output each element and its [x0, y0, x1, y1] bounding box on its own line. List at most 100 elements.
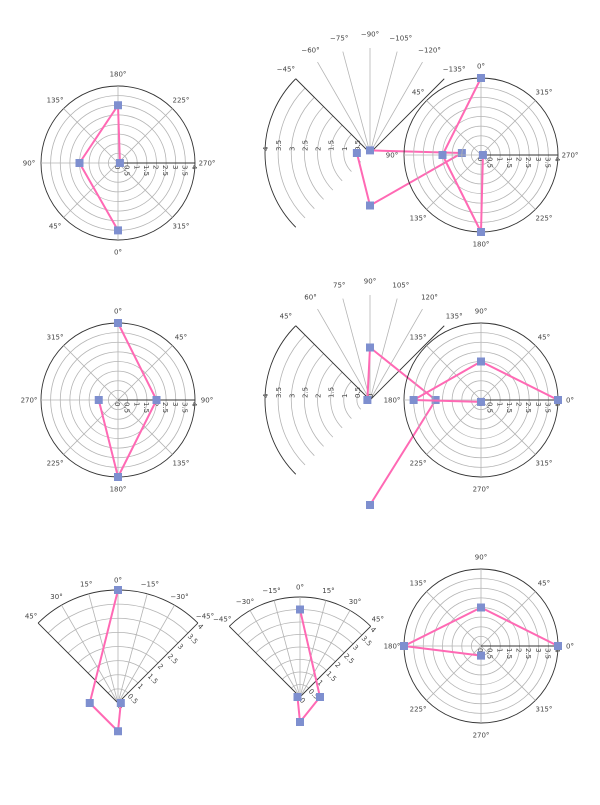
data-point-marker	[114, 586, 122, 594]
polar-panel-1: 0° 45° 90° 135° 180° 225° 270° 315° 0 0.5 1 1.5 2 2.5…	[23, 71, 216, 257]
radial-tick-label: 2	[515, 157, 523, 161]
radial-tick-label: 2.5	[166, 652, 180, 666]
angle-tick-label: 15°	[322, 587, 334, 595]
radial-tick-label: 1	[132, 402, 140, 406]
angle-tick-label: 315°	[535, 705, 552, 713]
angle-tick-label: 270°	[21, 397, 38, 405]
series-line	[355, 149, 463, 207]
angular-gridline	[117, 108, 173, 164]
radial-tick-label: 2.5	[161, 402, 169, 413]
radial-tick-label: 0	[113, 402, 121, 406]
data-point-marker	[363, 396, 372, 404]
radial-tick-label: 3	[288, 147, 296, 151]
angular-gridline	[63, 399, 119, 455]
data-point-marker	[115, 159, 124, 167]
angle-tick-label: 75°	[333, 282, 345, 290]
data-point-marker	[116, 699, 125, 707]
radial-tick-label: 2	[515, 648, 523, 652]
data-point-marker	[114, 101, 122, 110]
radial-tick-label: 1.5	[146, 672, 160, 686]
polar-panel-5: 45° 60° 75° 90° 105° 120° 135° 0 0.5 1 1.5 2 2.5 3 3.5…	[262, 278, 463, 509]
radial-tick-label: 0	[476, 157, 484, 161]
angle-tick-label: 45°	[280, 312, 292, 320]
radial-tick-label: 0	[113, 165, 121, 169]
angle-tick-label: 135°	[172, 459, 189, 467]
data-point-marker	[114, 226, 122, 235]
data-point-marker	[114, 727, 122, 736]
radial-tick-label: 2.5	[342, 652, 356, 666]
data-point-marker	[477, 603, 485, 612]
radial-tick-label: 1.5	[505, 648, 513, 659]
radial-tick-label: 2	[333, 661, 342, 670]
data-point-marker	[366, 343, 374, 352]
radial-tick-label: 1.5	[328, 387, 336, 398]
radial-tick-label: 0.5	[354, 387, 362, 398]
data-point-marker	[478, 151, 487, 159]
angle-tick-label: 0°	[114, 308, 122, 316]
data-point-marker	[293, 693, 302, 701]
radial-gridline	[317, 362, 334, 438]
angle-tick-label: 180°	[384, 397, 401, 405]
angular-gridline	[117, 399, 173, 455]
radial-tick-label: 2	[315, 147, 323, 151]
radial-tick-label: 3	[288, 394, 296, 398]
radial-tick-label: 3	[176, 642, 185, 651]
angular-gridline	[369, 298, 398, 401]
angle-tick-label: 0°	[114, 249, 122, 257]
radial-tick-label: 1	[132, 165, 140, 169]
polar-panel-9: 0° 45° 90° 135° 180° 225° 270° 315° 0 0.5 1 1.5 2 2.5…	[384, 554, 574, 740]
data-point-marker	[316, 693, 324, 701]
angular-gridline	[299, 600, 327, 698]
radial-tick-label: 2.5	[524, 648, 532, 659]
angular-gridline	[317, 61, 371, 154]
angular-gridline	[249, 610, 301, 698]
data-point-marker	[409, 396, 418, 404]
angle-tick-label: 135°	[410, 580, 427, 588]
angle-tick-label: 90°	[475, 554, 487, 562]
polar-panel-3: 0° 45° 90° 135° 180° 225° 270° 315° 0 0.5 1 1.5 2 2.5…	[386, 63, 579, 249]
radial-gridline	[343, 381, 352, 419]
radial-tick-label: 3.5	[543, 402, 551, 413]
angle-tick-label: 105°	[392, 282, 409, 290]
angular-gridline	[228, 625, 301, 698]
angular-gridline	[295, 325, 371, 401]
radial-gridline	[303, 106, 324, 200]
angular-gridline	[480, 345, 536, 401]
radial-tick-label: 2	[152, 165, 160, 169]
angle-tick-label: 45°	[175, 334, 187, 342]
radial-tick-label: 1.5	[505, 157, 513, 168]
data-point-marker	[554, 642, 562, 650]
angle-tick-label: −45°	[196, 613, 214, 621]
radial-gridline	[290, 344, 315, 456]
radial-tick-label: 2	[315, 394, 323, 398]
angular-gridline	[273, 600, 301, 698]
radial-tick-label: 4	[262, 146, 270, 151]
angle-tick-label: 270°	[473, 486, 490, 494]
series-line	[88, 589, 122, 733]
series-line	[412, 360, 559, 403]
radial-tick-label: 3.5	[275, 140, 283, 151]
angular-gridline	[480, 645, 536, 701]
data-point-marker	[400, 642, 408, 650]
polar-panel-8: 45°30°15°0°−15°−30°−45°0 0.51 1.52 2.53 3.54	[213, 584, 384, 726]
angle-tick-label: 45°	[372, 616, 384, 624]
angle-tick-label: 120°	[421, 293, 438, 301]
radial-tick-label: 3	[171, 165, 179, 169]
angular-gridline	[426, 345, 482, 401]
series-line	[441, 77, 484, 233]
angle-tick-label: −30°	[170, 593, 188, 601]
angle-tick-label: 90°	[475, 308, 487, 316]
angular-gridline	[426, 154, 482, 210]
angular-gridline	[480, 399, 536, 455]
data-point-marker	[477, 228, 485, 236]
angle-tick-label: 135°	[47, 97, 64, 105]
polar-frame	[264, 78, 297, 228]
radial-tick-label: 3.5	[543, 157, 551, 168]
radial-gridline	[317, 115, 334, 191]
radial-tick-label: 1	[316, 679, 325, 688]
angle-tick-label: 90°	[386, 152, 398, 160]
angle-tick-label: 45°	[49, 222, 61, 230]
radial-tick-label: 0.5	[486, 402, 494, 413]
data-point-marker	[477, 651, 485, 660]
